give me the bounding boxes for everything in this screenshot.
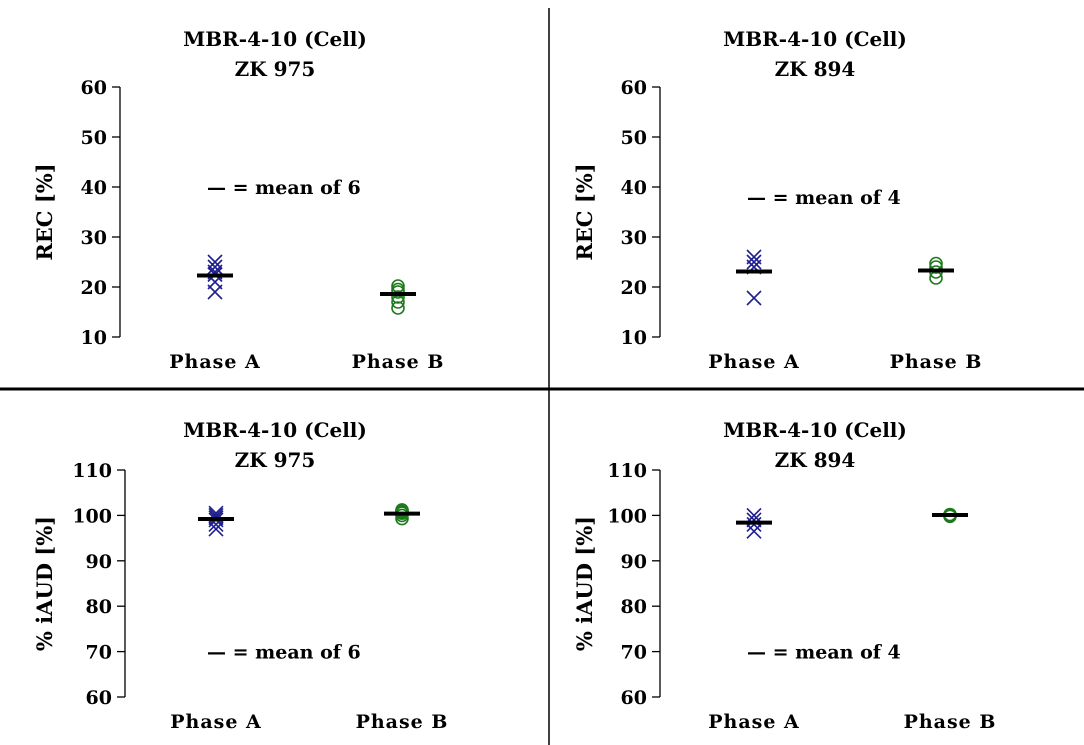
data-point-x bbox=[746, 290, 762, 306]
mean-legend-note: — = mean of 4 bbox=[747, 642, 901, 664]
chart-panel: MBR-4-10 (Cell) ZK 894 60 70 80 90 100 110 % iAU… bbox=[572, 418, 997, 733]
y-tick-label: 10 bbox=[81, 327, 107, 349]
y-tick-label: 60 bbox=[81, 77, 107, 99]
y-tick-label: 20 bbox=[621, 277, 647, 299]
chart-title: MBR-4-10 (Cell) bbox=[723, 27, 907, 51]
chart-title: MBR-4-10 (Cell) bbox=[723, 418, 907, 442]
chart-title: MBR-4-10 (Cell) bbox=[183, 27, 367, 51]
x-category-label: Phase A bbox=[169, 351, 261, 373]
data-point-x bbox=[746, 254, 762, 270]
mean-legend-note: — = mean of 4 bbox=[747, 187, 901, 209]
x-category-label: Phase A bbox=[708, 711, 800, 733]
x-category-label: Phase B bbox=[352, 351, 445, 373]
y-tick-label: 60 bbox=[86, 687, 112, 709]
y-axis-label: REC [%] bbox=[32, 163, 57, 260]
y-tick-label: 70 bbox=[86, 642, 112, 664]
chart-subtitle: ZK 894 bbox=[775, 57, 856, 81]
chart-subtitle: ZK 975 bbox=[235, 448, 316, 472]
chart-panel: MBR-4-10 (Cell) ZK 894 10 20 30 40 50 60 REC [%]… bbox=[572, 27, 983, 373]
chart-title: MBR-4-10 (Cell) bbox=[183, 418, 367, 442]
y-tick-label: 40 bbox=[81, 177, 107, 199]
x-category-label: Phase B bbox=[904, 711, 997, 733]
mean-legend-note: — = mean of 6 bbox=[207, 177, 361, 199]
y-tick-label: 60 bbox=[621, 687, 647, 709]
y-axis-label: % iAUD [%] bbox=[32, 516, 57, 651]
y-tick-label: 90 bbox=[86, 551, 112, 573]
mean-legend-note: — = mean of 6 bbox=[207, 642, 361, 664]
y-tick-label: 80 bbox=[86, 596, 112, 618]
y-tick-label: 50 bbox=[81, 127, 107, 149]
y-tick-label: 60 bbox=[621, 77, 647, 99]
y-axis-label: % iAUD [%] bbox=[572, 516, 597, 651]
data-point-circle bbox=[929, 260, 943, 274]
y-tick-label: 40 bbox=[621, 177, 647, 199]
data-point-circle bbox=[391, 290, 405, 304]
y-tick-label: 80 bbox=[621, 596, 647, 618]
chart-subtitle: ZK 975 bbox=[235, 57, 316, 81]
y-tick-label: 70 bbox=[621, 642, 647, 664]
y-tick-label: 20 bbox=[81, 277, 107, 299]
data-point-circle bbox=[391, 301, 405, 315]
data-point-x bbox=[207, 254, 223, 270]
y-tick-label: 50 bbox=[621, 127, 647, 149]
y-tick-label: 10 bbox=[621, 327, 647, 349]
data-point-x bbox=[746, 249, 762, 265]
panels: MBR-4-10 (Cell) ZK 975 10 20 30 40 50 60 REC [%]… bbox=[32, 27, 997, 733]
x-category-label: Phase B bbox=[356, 711, 449, 733]
chart-panel: MBR-4-10 (Cell) ZK 975 10 20 30 40 50 60 REC [%]… bbox=[32, 27, 445, 373]
y-tick-label: 30 bbox=[621, 227, 647, 249]
y-tick-label: 110 bbox=[607, 460, 647, 482]
chart-panel: MBR-4-10 (Cell) ZK 975 60 70 80 90 100 110 % iAU… bbox=[32, 418, 449, 733]
data-point-x bbox=[746, 507, 762, 523]
y-tick-label: 90 bbox=[621, 551, 647, 573]
data-point-x bbox=[746, 523, 762, 539]
y-tick-label: 100 bbox=[607, 505, 647, 527]
chart-subtitle: ZK 894 bbox=[775, 448, 856, 472]
data-point-x bbox=[207, 259, 223, 275]
x-category-label: Phase A bbox=[170, 711, 262, 733]
x-category-label: Phase B bbox=[890, 351, 983, 373]
y-tick-label: 30 bbox=[81, 227, 107, 249]
y-tick-label: 110 bbox=[72, 460, 112, 482]
x-category-label: Phase A bbox=[708, 351, 800, 373]
y-axis-label: REC [%] bbox=[572, 163, 597, 260]
y-tick-label: 100 bbox=[72, 505, 112, 527]
